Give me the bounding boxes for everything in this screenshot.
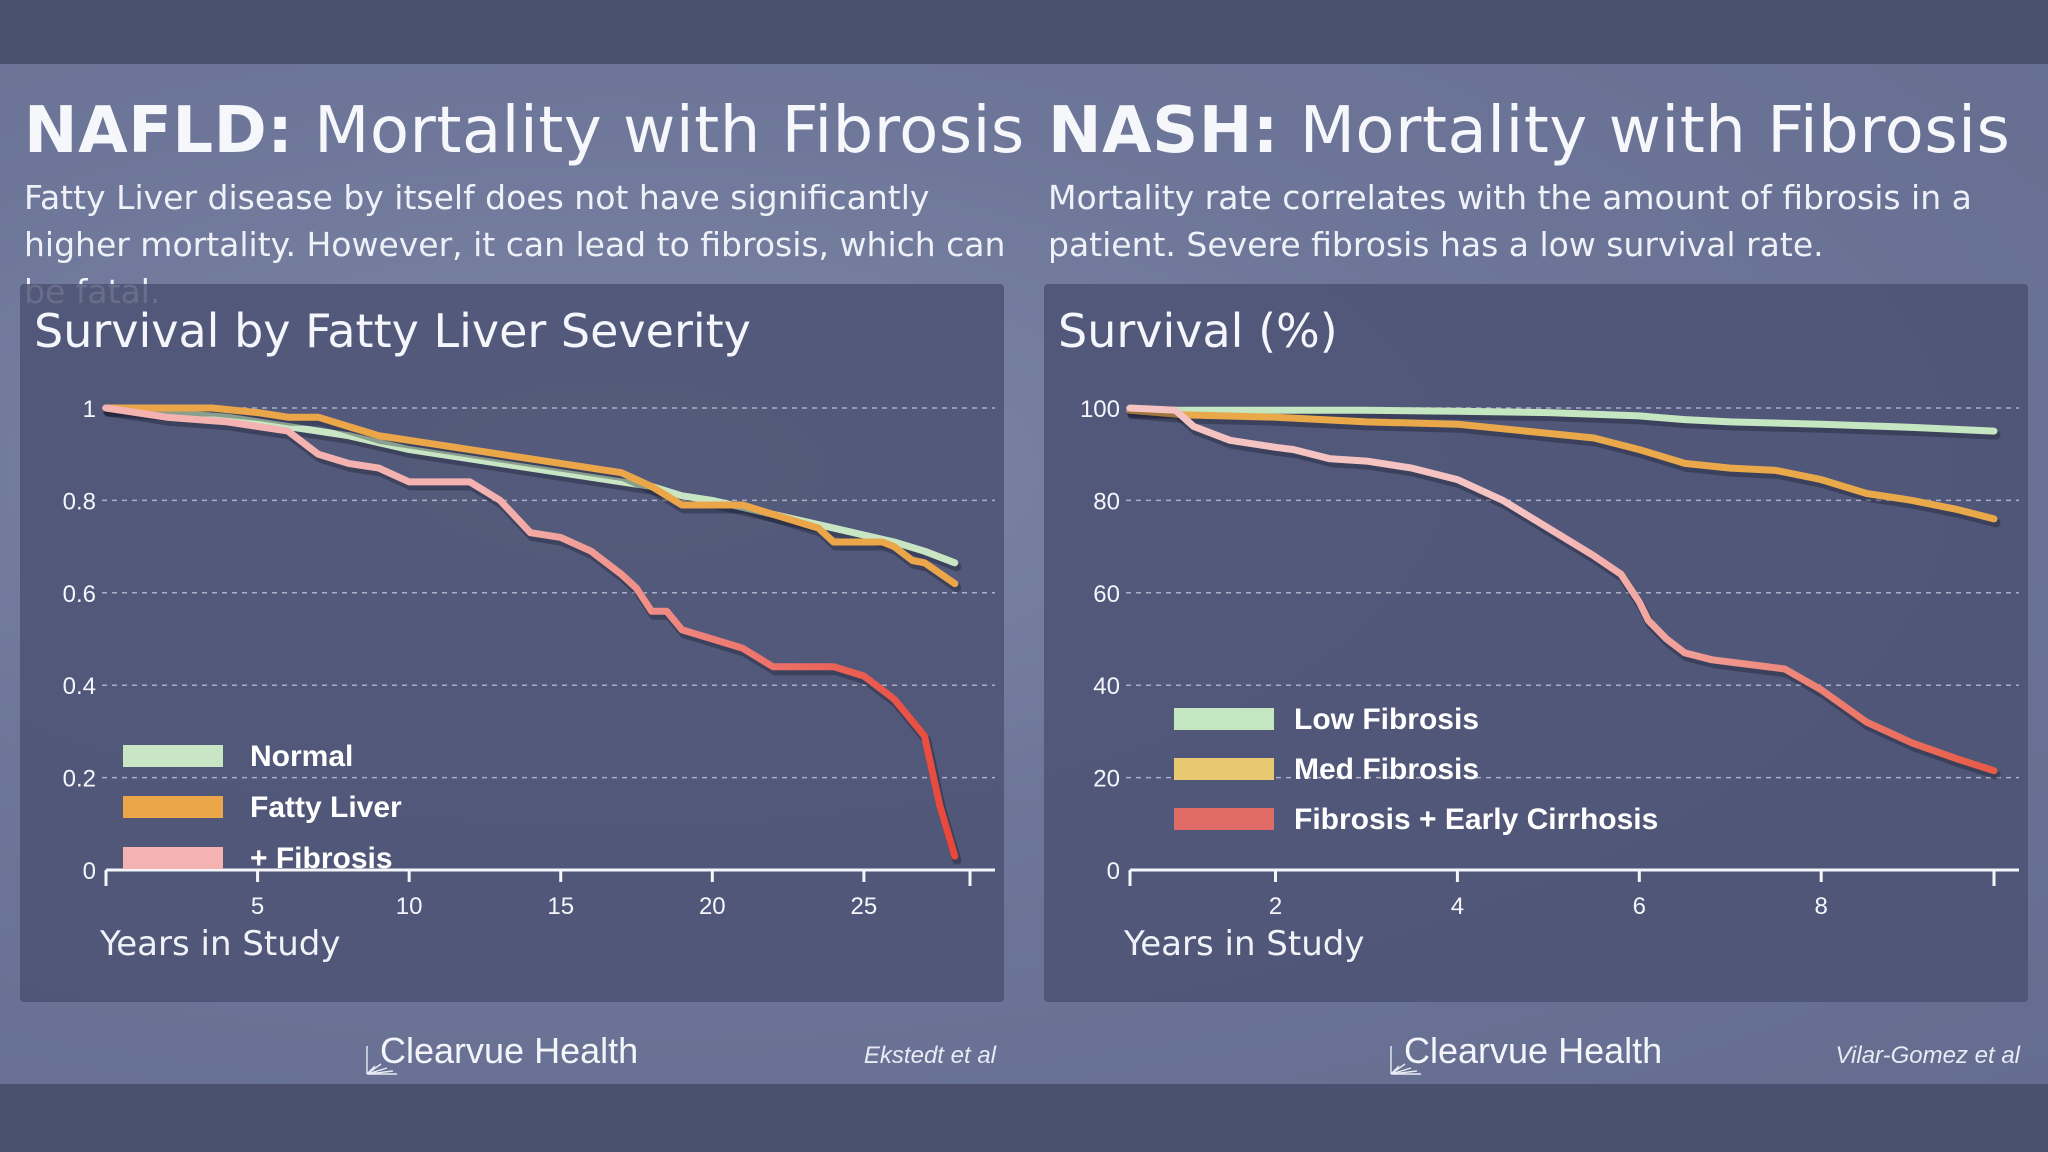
nash-series-line [1126,406,1998,523]
nash-y-tick-label: 40 [1093,673,1120,700]
nash-x-tick-label: 4 [1451,893,1464,920]
nafld-y-tick-label: 1 [83,396,96,423]
nafld-title: NAFLD: Mortality with Fibrosis [24,94,1025,168]
nash-y-tick-label: 60 [1093,581,1120,608]
nafld-series-shadow [103,407,962,865]
nafld-x-tick-label: 25 [851,893,878,920]
nafld-subtitle: Fatty Liver disease by itself does not h… [24,178,1006,311]
nafld-title-bold: NAFLD: [24,94,294,168]
nafld-panel: NAFLD: Mortality with Fibrosis Fatty Liv… [0,64,1024,1084]
nash-citation: Vilar-Gomez et al [1835,1042,2020,1069]
nash-legend-label: Low Fibrosis [1294,703,1479,736]
nash-brand: Clearvue Health [1390,1030,1663,1075]
nash-series-line [1126,404,1998,775]
nafld-y-tick-label: 0.6 [63,581,96,608]
nafld-series-line [102,404,959,567]
clearvue-logo-icon [366,1046,397,1075]
nash-brand-name: Clearvue Health [1404,1030,1663,1071]
nafld-series-line [102,404,959,588]
nash-y-tick-label: 20 [1093,766,1120,793]
nash-x-axis-label: Years in Study [1124,924,1365,964]
nash-x-tick-label: 6 [1633,893,1646,920]
nafld-legend-label: + Fibrosis [250,842,393,875]
nash-series-line [1126,406,1998,435]
nash-title-rest: Mortality with Fibrosis [1278,94,2011,168]
nash-legend-swatch [1174,758,1274,780]
nafld-x-tick-label: 15 [547,893,574,920]
nash-panel: NASH: Mortality with Fibrosis Mortality … [1024,64,2048,1084]
nash-title: NASH: Mortality with Fibrosis [1048,94,2010,168]
nafld-x-tick-label: 5 [251,893,264,920]
nash-y-tick-label: 0 [1107,858,1120,885]
nash-legend-swatch [1174,708,1274,730]
nafld-legend-swatch [123,796,223,818]
nash-legend-label: Fibrosis + Early Cirrhosis [1294,803,1658,836]
nash-legend-swatch [1174,808,1274,830]
nafld-brand: Clearvue Health [366,1030,639,1075]
nafld-y-tick-label: 0.2 [63,766,96,793]
nafld-legend-label: Normal [250,740,353,773]
nafld-chart-title: Survival by Fatty Liver Severity [34,304,751,358]
clearvue-logo-icon [1390,1046,1421,1075]
nash-x-tick-label: 2 [1269,893,1282,920]
nafld-x-tick-label: 10 [396,893,423,920]
nash-legend-label: Med Fibrosis [1294,753,1479,786]
nafld-y-tick-label: 0.8 [63,488,96,515]
nafld-legend-swatch [123,847,223,869]
nafld-y-tick-label: 0 [83,858,96,885]
nafld-chart-card: Survival by Fatty Liver Severity 0 0.2 0.4… [20,284,1004,1002]
nash-title-bold: NASH: [1048,94,1279,168]
nash-chart-card: Survival (%) 0 20 40 60 80 100 2 4 6 8 Low Fibrosi… [1044,284,2028,1002]
nafld-legend-swatch [123,745,223,767]
nafld-brand-name: Clearvue Health [380,1030,639,1071]
nash-y-tick-label: 100 [1080,396,1120,423]
nafld-y-tick-label: 0.4 [63,673,96,700]
nafld-title-rest: Mortality with Fibrosis [293,94,1025,168]
nafld-x-axis-label: Years in Study [100,924,341,964]
nafld-citation: Ekstedt et al [863,1042,996,1069]
nash-y-tick-label: 80 [1093,488,1120,515]
nash-x-tick-label: 8 [1815,893,1828,920]
nash-survival-chart: 0 20 40 60 80 100 2 4 6 8 Low Fibrosis Med Fibrosis… [1080,396,2019,920]
nash-chart-title: Survival (%) [1058,304,1338,358]
nafld-series-line [102,404,959,860]
nafld-legend-label: Fatty Liver [250,791,402,824]
nash-subtitle: Mortality rate correlates with the amoun… [1048,178,1972,264]
nafld-x-tick-label: 20 [699,893,726,920]
